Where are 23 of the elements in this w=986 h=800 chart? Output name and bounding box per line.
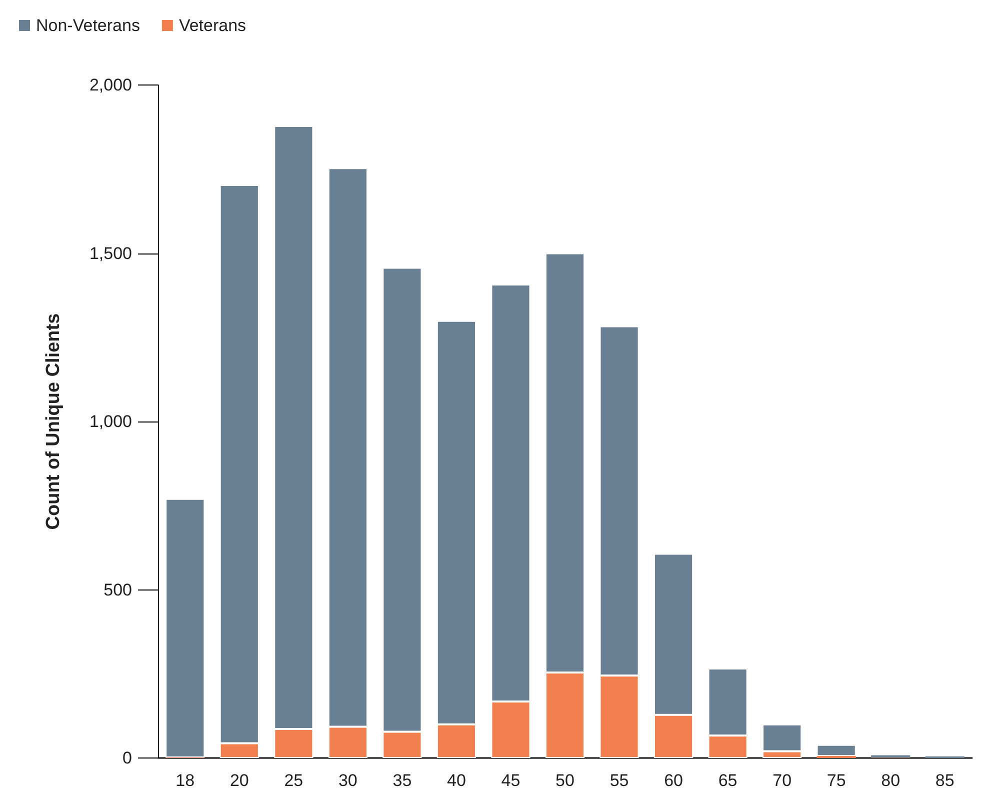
y-axis-title: Count of Unique Clients	[43, 313, 64, 530]
x-tick-label: 55	[610, 771, 629, 790]
x-tick-label: 60	[664, 771, 683, 790]
x-tick-label: 40	[447, 771, 466, 790]
y-tick-label: 1,000	[89, 412, 132, 431]
x-tick-label: 20	[230, 771, 249, 790]
y-tick-label: 1,500	[89, 244, 132, 263]
x-tick-label: 65	[718, 771, 738, 790]
x-tick-label: 30	[338, 771, 358, 790]
x-tick-label: 45	[501, 771, 520, 790]
x-tick-label: 35	[392, 771, 412, 790]
x-tick-label: 25	[284, 771, 304, 790]
x-tick-label: 50	[556, 771, 574, 790]
x-tick-label: 70	[772, 771, 792, 790]
legend-label: Veterans	[178, 16, 246, 35]
x-tick-label: 85	[935, 771, 954, 790]
y-tick-label: 500	[104, 580, 132, 600]
x-tick-label: 80	[881, 771, 900, 790]
y-tick-label: 2,000	[89, 76, 132, 94]
x-tick-label: 18	[176, 771, 195, 790]
x-tick-label: 75	[826, 771, 846, 790]
legend-label: Non-Veterans	[36, 16, 140, 35]
y-tick-label: 0	[122, 748, 132, 768]
